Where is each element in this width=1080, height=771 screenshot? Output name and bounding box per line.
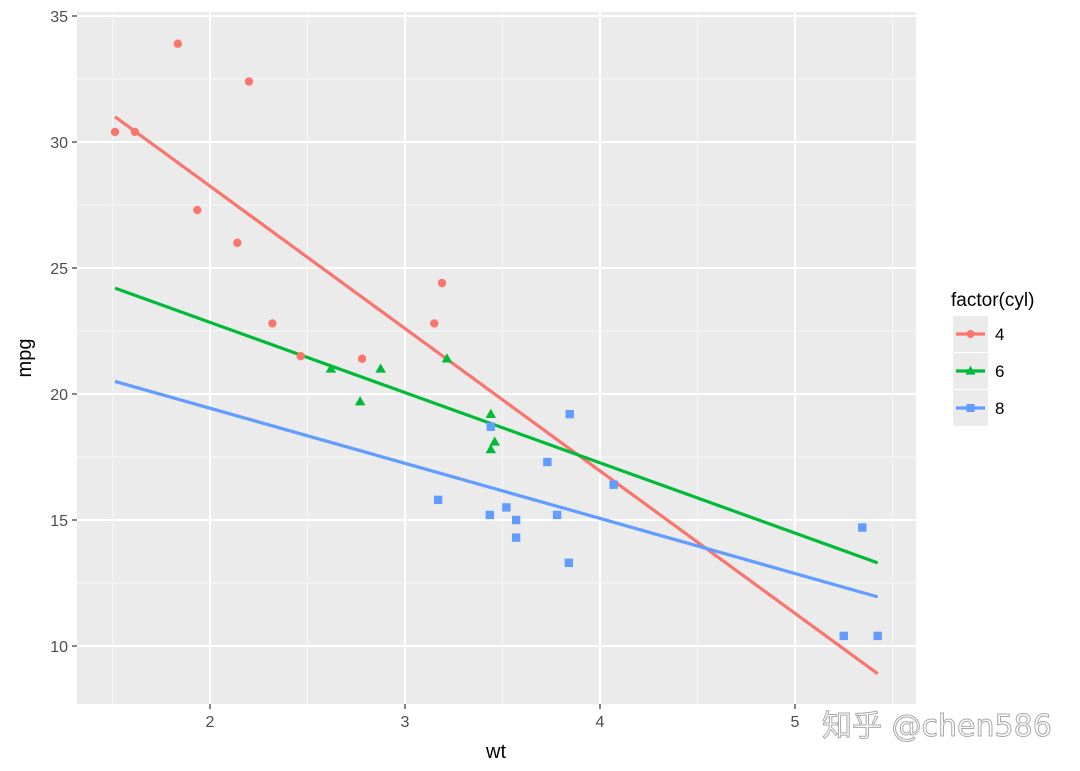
legend-label: 8 (995, 399, 1004, 418)
plot-panel (77, 12, 916, 704)
fit-line-6 (114, 286, 879, 565)
regression-lines (114, 115, 879, 676)
legend: factor(cyl) 4 6 8 (951, 290, 1034, 426)
circle-marker (233, 238, 242, 247)
circle-marker (296, 352, 305, 361)
y-tick-label: 10 (50, 639, 68, 656)
legend-label: 4 (995, 325, 1004, 344)
square-marker (502, 503, 511, 512)
square-marker (839, 631, 848, 641)
triangle-marker (441, 353, 453, 363)
square-marker (564, 558, 573, 568)
x-tick-label: 3 (401, 714, 410, 731)
square-marker (511, 533, 521, 542)
triangle-marker (485, 443, 497, 454)
circle-marker (110, 127, 120, 137)
circle-marker (430, 319, 439, 328)
circle-marker (437, 278, 447, 288)
y-tick-label: 15 (50, 513, 68, 530)
square-marker (486, 422, 495, 431)
legend-item-8: 8 (953, 390, 1004, 426)
triangle-marker (485, 408, 497, 418)
circle-marker (173, 39, 183, 48)
y-tick-label: 30 (50, 135, 68, 152)
y-axis: 10 15 20 25 30 35 (50, 9, 77, 656)
square-marker (485, 510, 495, 520)
x-tick-label: 2 (206, 714, 215, 731)
circle-marker (268, 319, 277, 328)
triangle-marker (375, 363, 386, 373)
x-axis: 2 3 4 5 (206, 704, 800, 731)
fit-line-4 (114, 115, 879, 676)
circle-marker (966, 330, 975, 338)
y-tick-label: 20 (50, 387, 68, 404)
watermark: 知乎 @chen586 (822, 709, 1052, 744)
square-marker (552, 510, 562, 520)
y-tick-label: 25 (50, 261, 68, 278)
legend-label: 6 (995, 362, 1004, 381)
x-tick-label: 5 (791, 714, 800, 731)
circle-marker (130, 127, 140, 137)
square-marker (543, 457, 552, 467)
circle-marker (193, 205, 202, 215)
square-marker (565, 409, 574, 419)
legend-item-4: 4 (953, 316, 1004, 352)
square-marker (966, 404, 975, 412)
triangle-marker (965, 365, 976, 375)
x-tick-label: 4 (596, 714, 605, 731)
circle-marker (357, 354, 367, 363)
y-tick-label: 35 (50, 9, 68, 26)
square-marker (511, 515, 521, 525)
x-axis-title: wt (485, 741, 506, 763)
circle-marker (244, 77, 254, 86)
triangle-marker (325, 363, 337, 373)
legend-title: factor(cyl) (951, 290, 1034, 311)
triangle-marker (354, 396, 366, 406)
square-marker (609, 480, 618, 489)
legend-item-6: 6 (953, 353, 1004, 389)
square-marker (433, 495, 443, 505)
minor-gridlines (77, 12, 916, 704)
fit-line-8 (114, 379, 879, 599)
data-points (110, 39, 882, 641)
y-axis-title: mpg (14, 339, 36, 378)
triangle-marker (489, 436, 500, 446)
square-marker (858, 523, 867, 532)
square-marker (873, 631, 882, 641)
